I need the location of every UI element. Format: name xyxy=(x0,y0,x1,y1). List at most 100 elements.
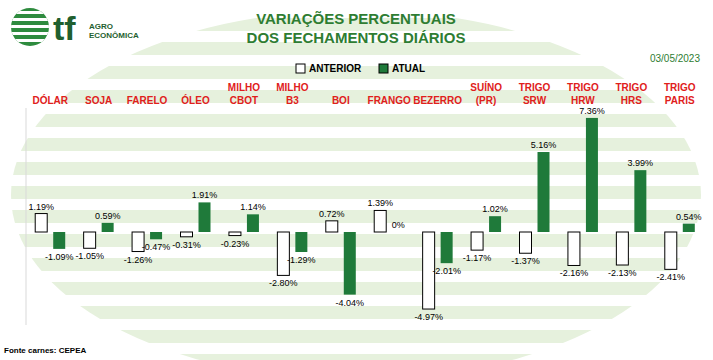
category-label-line: MILHO xyxy=(276,82,308,93)
bar xyxy=(586,118,598,232)
bar xyxy=(616,232,628,265)
bar xyxy=(53,232,65,249)
value-axis-line xyxy=(26,108,27,325)
data-label: 1.91% xyxy=(192,190,218,200)
watermark-stripe xyxy=(0,354,713,360)
data-label: -1.37% xyxy=(511,256,540,266)
logo-text: tf xyxy=(53,9,76,47)
category-label: ÓLEO xyxy=(181,94,210,106)
data-label: 0.59% xyxy=(95,211,121,221)
watermark-stripe xyxy=(0,138,713,151)
data-label: -0.47% xyxy=(142,242,171,252)
logo-stripe xyxy=(10,32,50,35)
data-label: -4.97% xyxy=(414,312,443,322)
data-label: 0.72% xyxy=(319,209,345,219)
watermark-stripe xyxy=(0,258,713,271)
data-label: -2.16% xyxy=(560,268,589,278)
category-label-line: TRIGO xyxy=(519,82,551,93)
bar xyxy=(489,216,501,232)
category-label: TRIGOPARIS xyxy=(664,82,696,106)
data-label: -2.80% xyxy=(269,278,298,288)
logo-subtext: AGRO xyxy=(89,22,113,31)
legend-label: ATUAL xyxy=(392,63,425,74)
category-label-line: SUÍNO xyxy=(470,81,502,93)
legend-swatch xyxy=(379,64,388,73)
category-label: FARELO xyxy=(127,95,168,106)
category-label-line: BOI xyxy=(332,95,350,106)
data-label: -1.26% xyxy=(124,255,153,265)
data-label: 3.99% xyxy=(628,158,654,168)
bar xyxy=(634,170,646,232)
watermark-stripe xyxy=(0,186,713,199)
data-label: -1.29% xyxy=(287,255,316,265)
data-label: 0.54% xyxy=(676,212,702,222)
bar xyxy=(471,232,483,250)
source: Fonte carnes: CEPEA xyxy=(4,346,86,355)
data-label: -2.41% xyxy=(657,272,686,282)
watermark xyxy=(0,18,713,360)
category-label: TRIGO HRS xyxy=(616,82,648,106)
category-label: DÓLAR xyxy=(32,94,68,106)
legend-swatch xyxy=(296,64,305,73)
category-label-line: HRS xyxy=(621,95,642,106)
bar xyxy=(84,232,96,248)
logo-stripe xyxy=(10,18,50,21)
title-line: DOS FECHAMENTOS DIÁRIOS xyxy=(247,29,466,46)
bar xyxy=(538,152,550,232)
data-label: -2.01% xyxy=(432,266,461,276)
data-label: 1.02% xyxy=(482,204,508,214)
category-label-line: TRIGO xyxy=(664,82,696,93)
watermark-stripe xyxy=(0,306,713,319)
bar xyxy=(392,232,404,233)
data-label: -1.09% xyxy=(45,252,74,262)
data-label: 1.19% xyxy=(28,202,54,212)
bar xyxy=(181,232,193,237)
data-label: -1.05% xyxy=(75,251,104,261)
data-label: -2.13% xyxy=(608,268,637,278)
data-label: -0.31% xyxy=(172,240,201,250)
bar xyxy=(344,232,356,295)
category-label-line: FRANGO xyxy=(368,95,412,106)
logo-stripe xyxy=(10,46,50,49)
data-label: -1.17% xyxy=(463,253,492,263)
data-label: 1.39% xyxy=(367,198,393,208)
data-label: 5.16% xyxy=(531,140,557,150)
data-label: 7.36% xyxy=(579,106,605,116)
data-label: -4.04% xyxy=(336,298,365,308)
title: VARIAÇÕES PERCENTUAISDOS FECHAMENTOS DIÁ… xyxy=(247,10,466,46)
bar xyxy=(441,232,453,263)
bar xyxy=(247,214,259,232)
bar xyxy=(665,232,677,269)
category-label-line: SOJA xyxy=(85,95,112,106)
bar xyxy=(102,223,114,232)
bar xyxy=(35,214,47,232)
category-label-line: (PR) xyxy=(476,95,497,106)
bar xyxy=(277,232,289,275)
category-label-line: MILHO xyxy=(228,82,260,93)
category-label: MILHOCBOT xyxy=(228,82,260,106)
bar xyxy=(150,232,162,239)
category-label-line: TRIGO xyxy=(616,82,648,93)
category-label-line: FARELO xyxy=(127,95,168,106)
category-label: SUÍNO (PR) xyxy=(470,81,502,106)
logo-subtext: ECONÔMICA xyxy=(89,31,139,40)
bar xyxy=(326,221,338,232)
data-label: -0.23% xyxy=(221,239,250,249)
bar xyxy=(295,232,307,252)
category-label-line: BEZERRO xyxy=(413,95,462,106)
bar xyxy=(199,202,211,232)
data-labels: 1.19% -1.05% -1.26% -0.31% -0.23% -2.80% 0.72%… xyxy=(28,106,701,322)
watermark-stripe xyxy=(0,234,713,247)
category-label: MILHOB3 xyxy=(276,82,308,106)
category-label: BOI xyxy=(332,95,350,106)
category-label: SOJA xyxy=(85,95,112,106)
bar xyxy=(229,232,241,236)
watermark-stripe xyxy=(0,162,713,175)
logo-icon xyxy=(10,7,50,49)
category-label-line: SRW xyxy=(523,95,547,106)
category-label: TRIGO SRW xyxy=(519,82,551,106)
watermark-stripe xyxy=(0,282,713,295)
data-label: 0% xyxy=(392,220,405,230)
watermark-stripe xyxy=(0,210,713,223)
bar xyxy=(568,232,580,265)
